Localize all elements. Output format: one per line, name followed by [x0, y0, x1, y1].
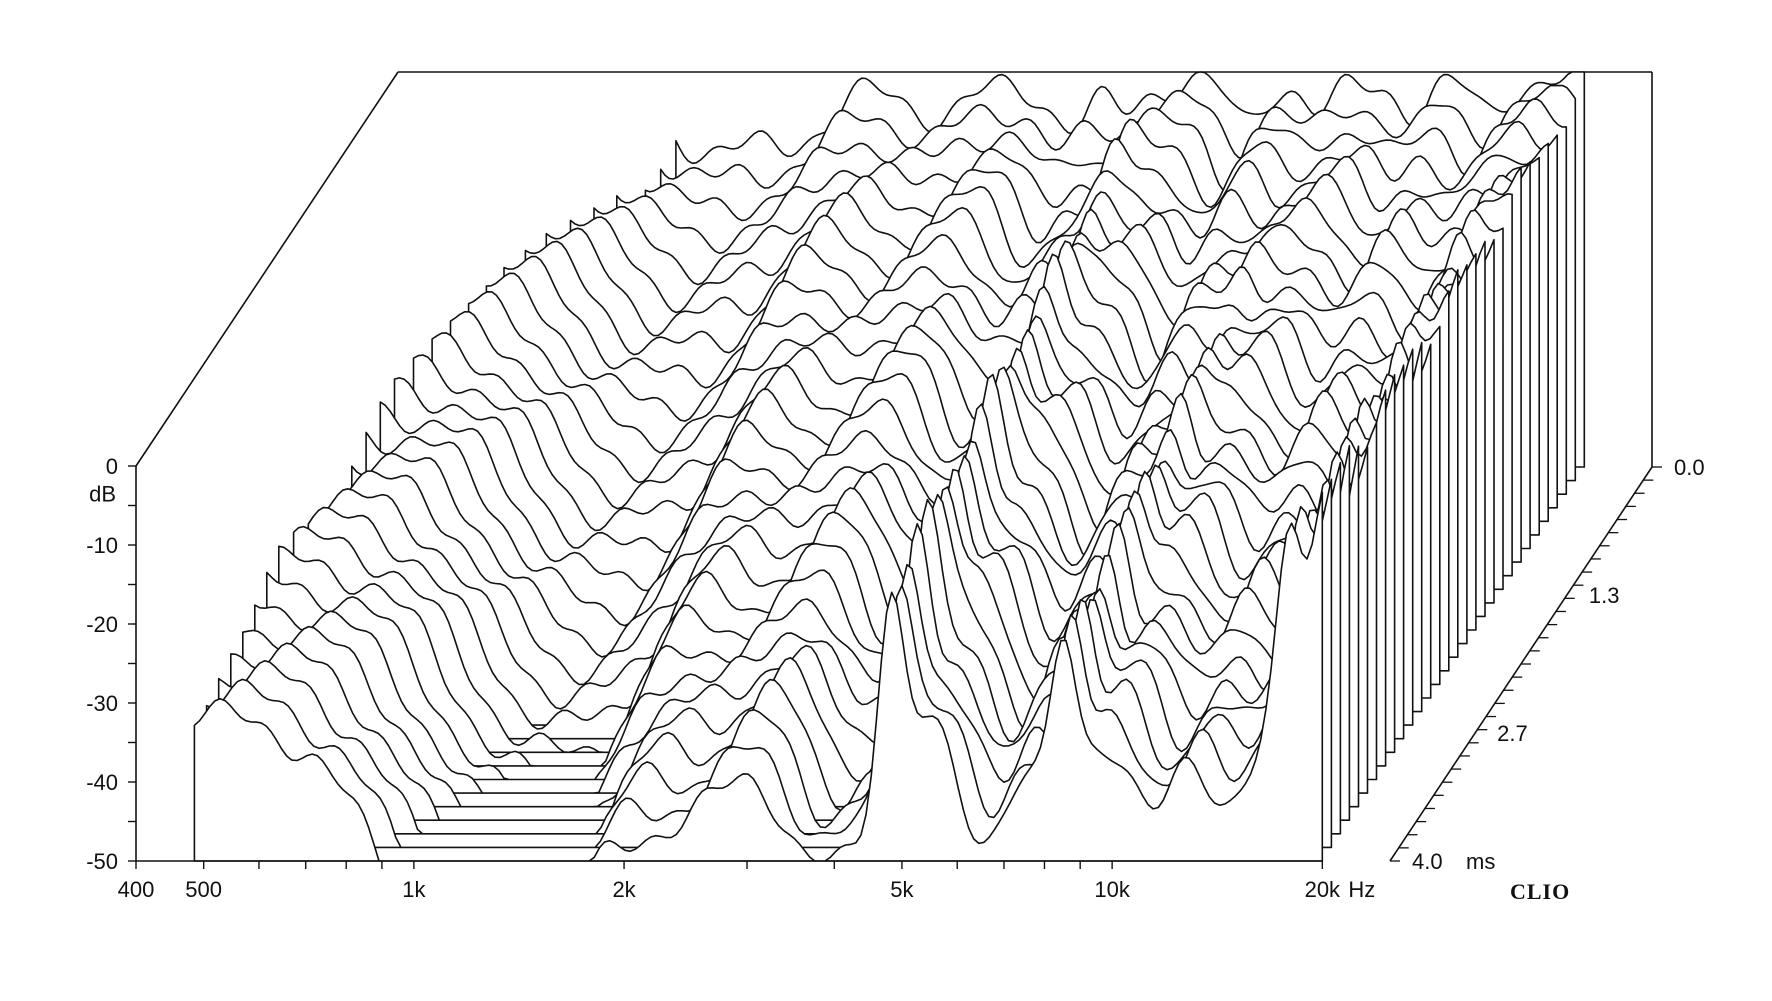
x-tick-label: 2k: [612, 877, 636, 902]
waterfall-slices: [193, 71, 1586, 862]
y-axis-unit-label: dB: [89, 482, 116, 507]
y-tick-label: 0: [106, 454, 118, 479]
y-axis: 0 -10 -20 -30 -40 -50: [86, 454, 136, 874]
z-tick-label: 0.0: [1674, 455, 1705, 480]
z-tick-label: 2.7: [1497, 721, 1528, 746]
brand-logo-text: CLIO: [1510, 879, 1570, 904]
z-tick-label: 1.3: [1589, 583, 1620, 608]
x-axis: 400 500 1k 2k 5k 10k 20k: [118, 861, 1341, 902]
y-tick-label: -20: [86, 612, 118, 637]
z-tick-label: 4.0: [1412, 849, 1443, 874]
x-tick-label: 1k: [402, 877, 426, 902]
x-tick-label: 500: [185, 877, 222, 902]
x-tick-label: 20k: [1305, 877, 1341, 902]
y-tick-label: -50: [86, 849, 118, 874]
x-axis-unit-label: Hz: [1348, 877, 1375, 902]
y-tick-label: -40: [86, 770, 118, 795]
top-left-depth-edge: [135, 71, 399, 467]
y-tick-label: -30: [86, 691, 118, 716]
z-axis-unit-label: ms: [1466, 849, 1495, 874]
x-tick-label: 400: [118, 877, 155, 902]
x-tick-label: 10k: [1094, 877, 1130, 902]
z-axis: 0.0 1.3 2.7 4.0: [1390, 455, 1705, 874]
y-tick-label: -10: [86, 533, 118, 558]
x-tick-label: 5k: [890, 877, 914, 902]
